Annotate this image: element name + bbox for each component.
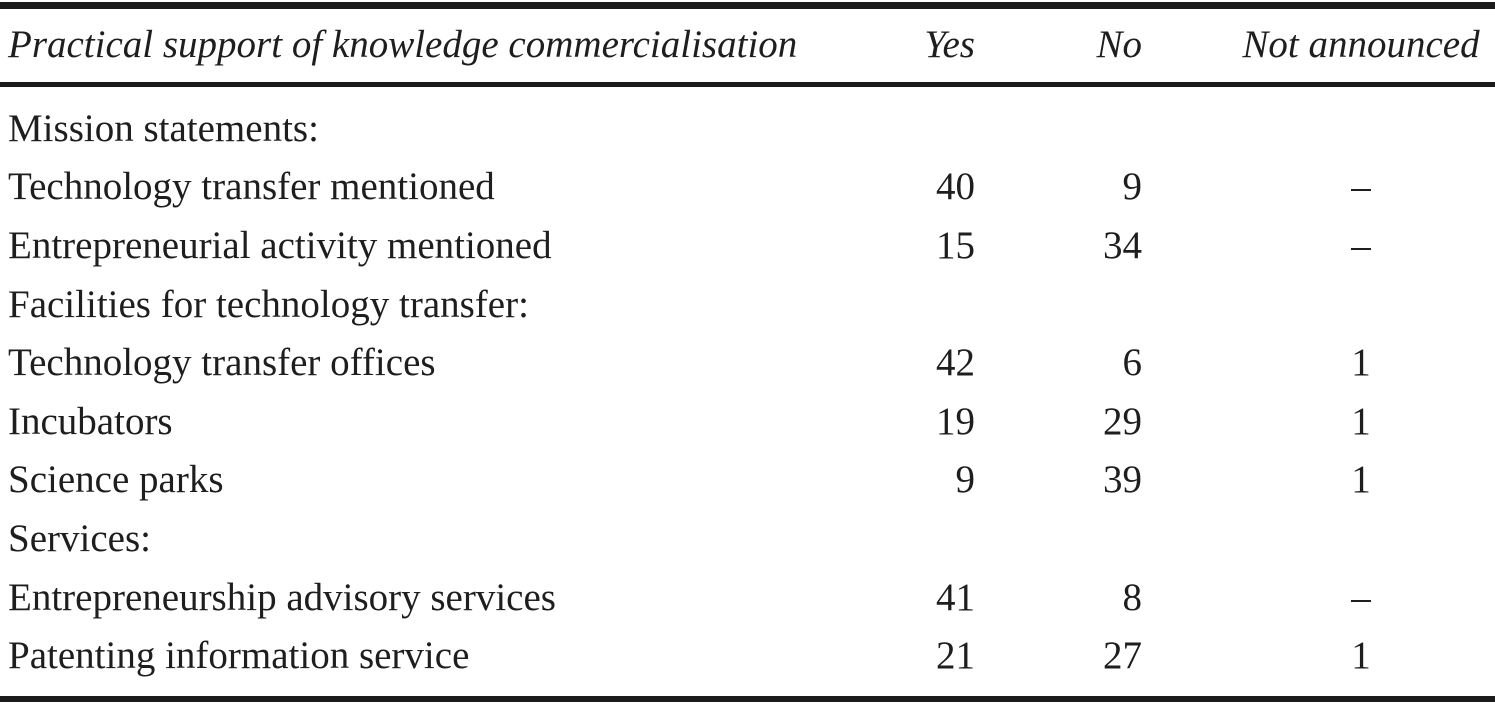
no-value: 29 [1103, 399, 1142, 443]
table-row-patenting-information-service: Patenting information service 21 27 1 [0, 627, 1495, 686]
table-bottom-rule [0, 695, 1495, 702]
row-label: Entrepreneurship advisory services [8, 575, 556, 619]
table-row-incubators: Incubators 19 29 1 [0, 393, 1495, 452]
table-row-facilities-for-technology-transfer: Facilities for technology transfer: [0, 276, 1495, 335]
yes-value: 41 [936, 575, 975, 619]
row-label: Technology transfer mentioned [8, 165, 495, 209]
row-label: Services: [8, 516, 151, 560]
yes-value: 9 [955, 458, 976, 502]
no-value: 9 [1122, 165, 1143, 209]
not-announced-value: – [1351, 575, 1371, 619]
no-value: 34 [1103, 224, 1142, 268]
no-value: 27 [1103, 634, 1142, 678]
table-row-mission-statements: Mission statements: [0, 100, 1495, 159]
table-header-row: Practical support of knowledge commercia… [0, 9, 1495, 82]
column-header-practical-support: Practical support of knowledge commercia… [8, 23, 798, 67]
table-row-science-parks: Science parks 9 39 1 [0, 452, 1495, 511]
not-announced-value: – [1351, 165, 1371, 209]
row-label: Technology transfer offices [8, 341, 436, 385]
column-header-yes: Yes [924, 23, 975, 67]
table-row-entrepreneurship-advisory-services: Entrepreneurship advisory services 41 8 … [0, 569, 1495, 628]
no-value: 6 [1122, 341, 1143, 385]
not-announced-value: 1 [1351, 634, 1371, 678]
table-row-technology-transfer-mentioned: Technology transfer mentioned 40 9 – [0, 159, 1495, 218]
row-label: Entrepreneurial activity mentioned [8, 224, 552, 268]
yes-value: 15 [936, 224, 975, 268]
no-value: 39 [1103, 458, 1142, 502]
row-label: Patenting information service [8, 634, 470, 678]
column-header-not-announced: Not announced [1242, 23, 1480, 67]
not-announced-value: 1 [1351, 341, 1371, 385]
not-announced-value: – [1351, 224, 1371, 268]
column-header-no: No [1096, 23, 1142, 67]
table-top-rule [0, 2, 1495, 9]
row-label: Facilities for technology transfer: [8, 282, 529, 326]
not-announced-value: 1 [1351, 458, 1371, 502]
table-header-rule [0, 82, 1495, 87]
not-announced-value: 1 [1351, 399, 1371, 443]
table-row-technology-transfer-offices: Technology transfer offices 42 6 1 [0, 334, 1495, 393]
table-row-entrepreneurial-activity-mentioned: Entrepreneurial activity mentioned 15 34… [0, 217, 1495, 276]
table-row-services: Services: [0, 510, 1495, 569]
row-label: Science parks [8, 458, 224, 502]
yes-value: 21 [936, 634, 975, 678]
no-value: 8 [1122, 575, 1143, 619]
table-body: Mission statements: Technology transfer … [0, 87, 1495, 686]
yes-value: 40 [936, 165, 975, 209]
yes-value: 42 [936, 341, 975, 385]
row-label: Incubators [8, 399, 173, 443]
yes-value: 19 [936, 399, 975, 443]
row-label: Mission statements: [8, 106, 319, 150]
